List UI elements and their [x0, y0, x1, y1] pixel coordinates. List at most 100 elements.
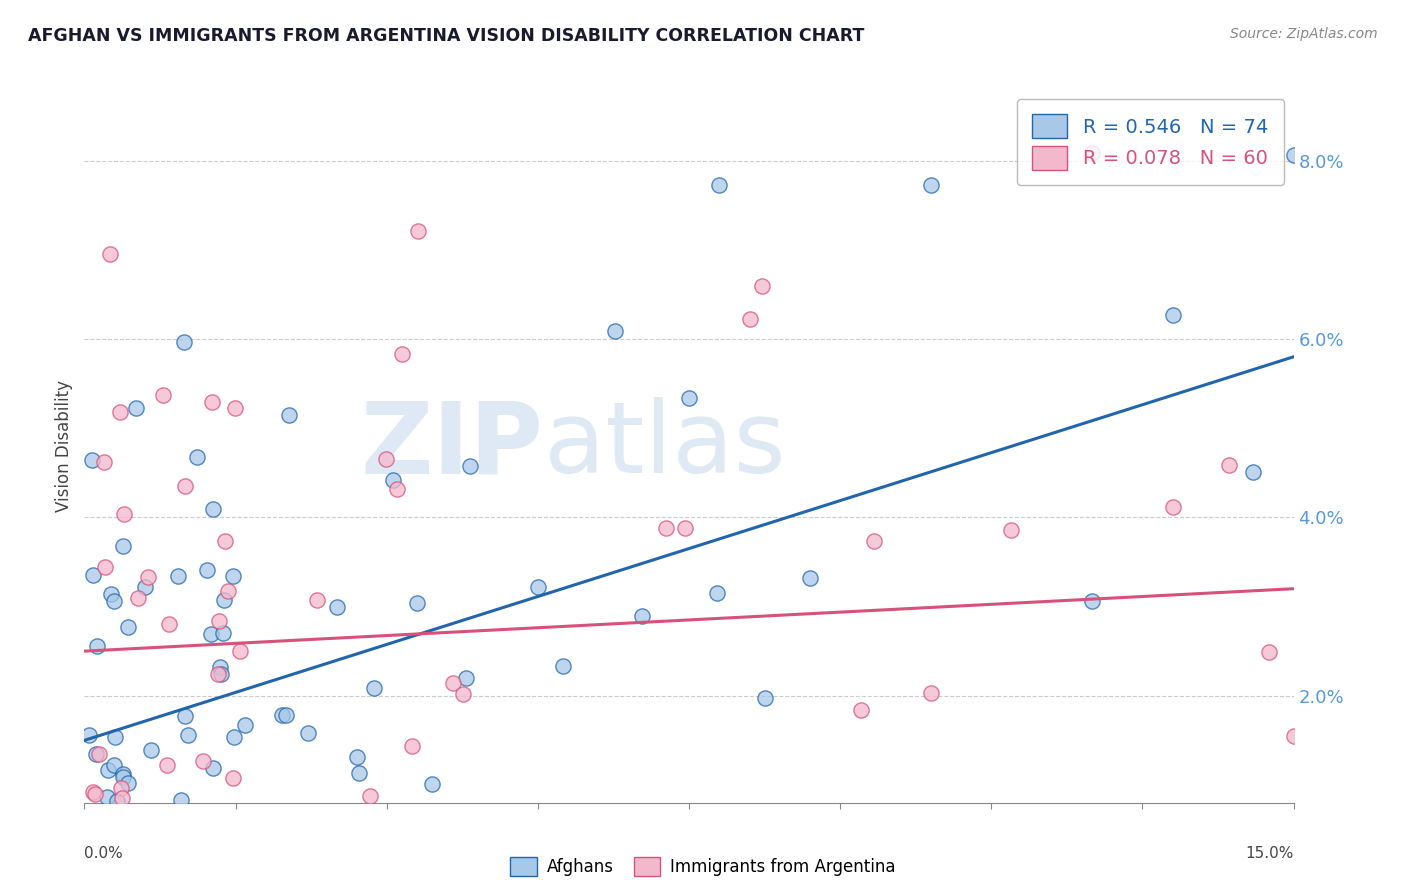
Point: [110, 781, 132, 796]
Point: [83, 832, 105, 847]
Point: [156, 758, 179, 772]
Legend: Afghans, Immigrants from Argentina: Afghans, Immigrants from Argentina: [503, 850, 903, 882]
Point: [103, 758, 125, 772]
Point: [305, 593, 328, 607]
Point: [1258, 645, 1281, 659]
Point: [654, 521, 676, 535]
Point: [214, 533, 236, 548]
Point: [420, 777, 443, 791]
Point: [631, 608, 654, 623]
Point: [112, 539, 135, 553]
Point: [799, 570, 821, 584]
Point: [153, 863, 176, 877]
Point: [381, 474, 404, 488]
Point: [177, 728, 200, 742]
Point: [553, 659, 575, 673]
Point: [208, 615, 231, 629]
Point: [101, 848, 124, 863]
Point: [222, 730, 245, 744]
Point: [193, 754, 215, 768]
Point: [406, 596, 429, 610]
Point: [678, 391, 700, 405]
Point: [233, 717, 256, 731]
Point: [920, 686, 942, 700]
Y-axis label: Vision Disability: Vision Disability: [55, 380, 73, 512]
Point: [277, 409, 299, 423]
Point: [326, 599, 349, 614]
Point: [849, 703, 872, 717]
Text: Source: ZipAtlas.com: Source: ZipAtlas.com: [1230, 27, 1378, 41]
Point: [117, 620, 139, 634]
Point: [174, 708, 197, 723]
Point: [82, 785, 104, 799]
Point: [105, 793, 128, 807]
Point: [209, 660, 232, 674]
Point: [157, 617, 180, 632]
Legend: R = 0.546   N = 74, R = 0.078   N = 60: R = 0.546 N = 74, R = 0.078 N = 60: [1017, 99, 1284, 186]
Point: [1161, 500, 1184, 515]
Point: [1282, 730, 1305, 744]
Point: [112, 507, 135, 521]
Point: [93, 560, 115, 574]
Point: [603, 324, 626, 338]
Point: [138, 570, 160, 584]
Point: [82, 567, 104, 582]
Point: [200, 626, 222, 640]
Text: AFGHAN VS IMMIGRANTS FROM ARGENTINA VISION DISABILITY CORRELATION CHART: AFGHAN VS IMMIGRANTS FROM ARGENTINA VISI…: [28, 27, 865, 45]
Point: [174, 478, 197, 492]
Point: [209, 667, 232, 681]
Point: [740, 312, 762, 326]
Point: [86, 747, 108, 761]
Point: [134, 580, 156, 594]
Point: [186, 450, 208, 464]
Point: [391, 347, 413, 361]
Point: [152, 387, 174, 401]
Point: [108, 404, 131, 418]
Point: [93, 813, 115, 827]
Point: [201, 395, 224, 409]
Point: [170, 792, 193, 806]
Point: [353, 872, 375, 887]
Point: [112, 767, 135, 781]
Point: [141, 856, 163, 871]
Point: [112, 771, 135, 785]
Point: [1000, 523, 1022, 537]
Point: [195, 563, 218, 577]
Point: [359, 789, 381, 804]
Point: [458, 458, 481, 473]
Point: [125, 401, 148, 415]
Point: [93, 455, 115, 469]
Point: [754, 690, 776, 705]
Point: [1218, 458, 1240, 472]
Point: [100, 587, 122, 601]
Point: [80, 452, 103, 467]
Point: [920, 178, 942, 192]
Point: [87, 747, 110, 761]
Point: [211, 626, 233, 640]
Point: [98, 247, 121, 261]
Point: [94, 830, 117, 845]
Point: [207, 667, 229, 681]
Point: [73, 844, 96, 858]
Point: [1081, 594, 1104, 608]
Point: [139, 743, 162, 757]
Point: [201, 501, 224, 516]
Point: [108, 848, 131, 863]
Point: [451, 687, 474, 701]
Point: [751, 279, 773, 293]
Point: [673, 520, 696, 534]
Point: [117, 776, 139, 790]
Point: [1282, 148, 1305, 162]
Point: [863, 533, 886, 548]
Point: [111, 791, 134, 805]
Point: [1081, 146, 1104, 161]
Point: [86, 640, 108, 654]
Point: [97, 763, 120, 777]
Point: [527, 580, 550, 594]
Point: [297, 726, 319, 740]
Point: [173, 334, 195, 349]
Point: [387, 482, 409, 496]
Point: [83, 788, 105, 802]
Point: [222, 771, 245, 785]
Text: 15.0%: 15.0%: [1246, 846, 1294, 861]
